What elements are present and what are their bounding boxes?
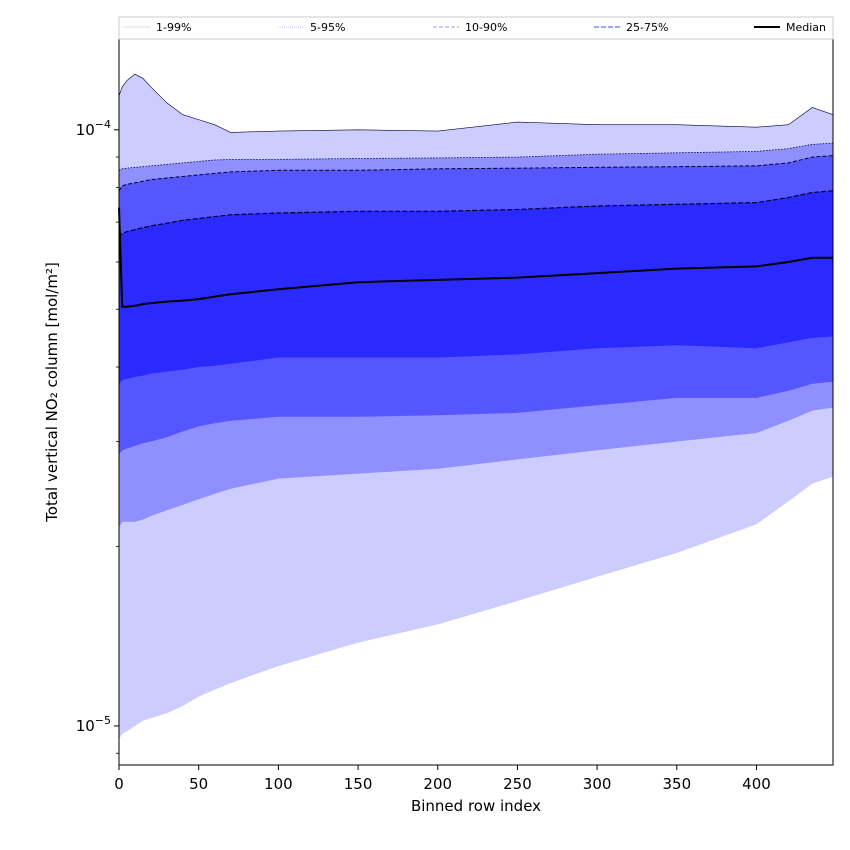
band-upper-edge-25-75% [118, 190, 834, 238]
x-tick-label: 0 [114, 775, 124, 793]
y-tick-label: 10−5 [76, 714, 111, 735]
legend-label: 5-95% [310, 21, 345, 34]
y-tick-label-exponent: −4 [95, 118, 111, 131]
band-layer [119, 74, 833, 740]
legend: 1-99% 5-95% 10-90% 25-75% Median [118, 16, 834, 40]
legend-label: 1-99% [156, 21, 191, 34]
y-tick-label: 10−4 [76, 118, 111, 139]
y-axis-label: Total vertical NO₂ column [mol/m²] [43, 262, 61, 523]
x-tick-label: 400 [742, 775, 771, 793]
x-tick-label: 50 [189, 775, 208, 793]
x-tick-label: 100 [264, 775, 293, 793]
band-upper-edge-10-90% [118, 155, 834, 192]
y-tick-label-exponent: −5 [95, 714, 111, 727]
x-tick-label: 300 [583, 775, 612, 793]
x-axis: 0 50 100 150 200 250 300 350 400 [114, 765, 771, 793]
y-axis: 10−510−4 [76, 118, 119, 754]
legend-label: 10-90% [465, 21, 507, 34]
band-upper-edge-1-99% [118, 73, 834, 133]
x-tick-label: 150 [344, 775, 373, 793]
x-tick-label: 250 [503, 775, 532, 793]
legend-label: 25-75% [626, 21, 668, 34]
band-edge-layer [118, 73, 834, 238]
x-tick-label: 350 [662, 775, 691, 793]
band-25-75% [119, 190, 833, 384]
y-tick-label-base: 10 [76, 717, 95, 735]
x-axis-label: Binned row index [411, 797, 541, 815]
band-upper-edge-5-95% [118, 142, 834, 171]
median-layer [118, 207, 833, 308]
y-tick-label-base: 10 [76, 121, 95, 139]
legend-label: Median [786, 21, 826, 34]
x-tick-label: 200 [423, 775, 452, 793]
legend-frame [118, 16, 834, 40]
median-line [118, 207, 833, 308]
